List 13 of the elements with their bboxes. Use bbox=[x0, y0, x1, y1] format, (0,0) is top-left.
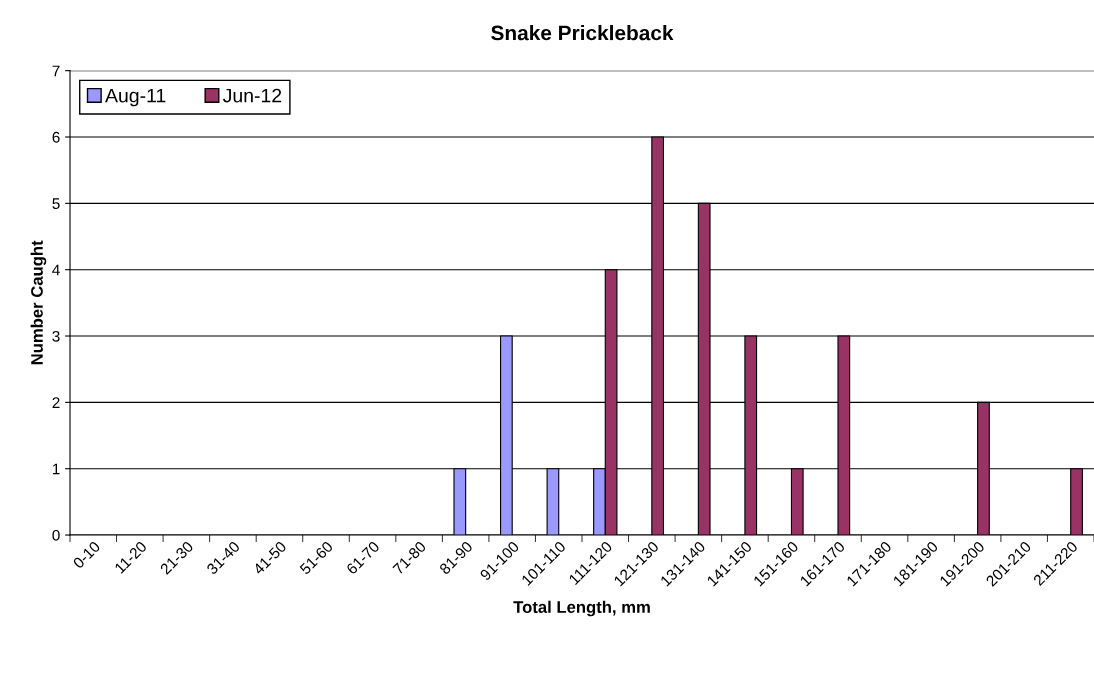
y-tick-label: 2 bbox=[52, 397, 60, 408]
y-tick-label: 7 bbox=[52, 65, 60, 77]
y-axis-title: Number Caught bbox=[30, 240, 47, 365]
legend-label: Aug-11 bbox=[105, 88, 166, 107]
legend-label: Jun-12 bbox=[222, 88, 282, 103]
x-axis-title: Total Length, mm bbox=[513, 600, 650, 617]
y-tick-label: 3 bbox=[52, 330, 60, 342]
chart-title: Snake Prickleback bbox=[491, 25, 674, 41]
y-tick-label: 5 bbox=[52, 198, 60, 210]
y-tick-label: 1 bbox=[52, 463, 60, 475]
y-tick-label: 4 bbox=[52, 264, 60, 276]
y-tick-label: 0 bbox=[52, 529, 60, 541]
y-tick-label: 6 bbox=[52, 131, 60, 143]
